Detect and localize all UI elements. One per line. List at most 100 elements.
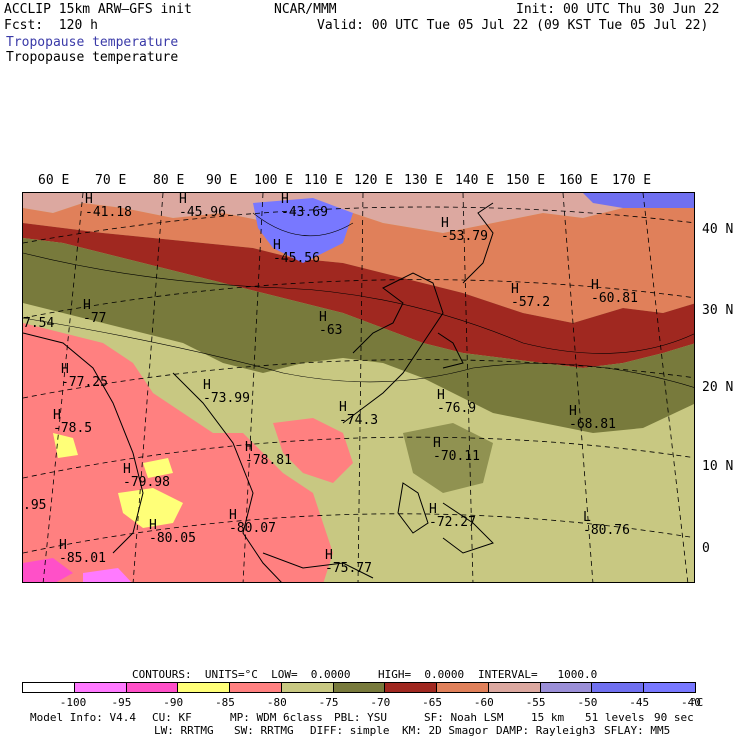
lon-label: 150 E [506, 173, 546, 188]
extremum-label: H -45.96 [179, 192, 226, 220]
band-45 [253, 198, 353, 263]
model-title: ACCLIP 15km ARW–GFS init [4, 2, 192, 17]
colorbar-swatch [332, 682, 386, 693]
colorbar-label: -60 [473, 696, 494, 709]
extremum-label: H -78.5 [53, 408, 93, 436]
coastlines [23, 202, 494, 582]
organization: NCAR/MMM [274, 2, 337, 17]
lon-label: 170 E [612, 173, 652, 188]
lat-label: 0 [702, 541, 710, 556]
resolution: 15 km [531, 711, 565, 724]
colorbar-swatch [643, 682, 696, 693]
colorbar-label: -45 [629, 696, 650, 709]
colorbar-label: -90 [163, 696, 184, 709]
extremum-label: H -68.81 [569, 404, 616, 432]
extremum-label: H -60.81 [591, 278, 638, 306]
colorbar-label: -65 [422, 696, 443, 709]
extremum-label: .95 [23, 498, 47, 513]
contour-high: HIGH= 0.0000 [378, 668, 465, 681]
colorbar-label: -100 [59, 696, 87, 709]
extremum-label: H -63 [319, 310, 343, 338]
colorbar-swatch [539, 682, 593, 693]
colorbar-label: -95 [111, 696, 132, 709]
sf-scheme: SF: Noah LSM [424, 711, 504, 724]
extremum-label: H -80.05 [149, 518, 196, 546]
band-85-b [53, 433, 78, 458]
extremum-label: H -41.18 [85, 192, 132, 220]
lon-label: 70 E [95, 173, 127, 188]
extremum-label: H -72.27 [429, 502, 476, 530]
levels: 51 levels [585, 711, 645, 724]
colorbar-swatch [73, 682, 127, 693]
lon-label: 160 E [559, 173, 599, 188]
colorbar-label: -85 [215, 696, 235, 709]
colorbar-label: -75 [318, 696, 339, 709]
colorbar-label: -50 [577, 696, 598, 709]
extremum-label: H -53.79 [441, 216, 488, 244]
colorbar-swatch [229, 682, 282, 693]
extremum-label: H -76.9 [437, 388, 477, 416]
sw-scheme: SW: RRTMG [234, 724, 294, 737]
sflay-scheme: SFLAY: MM5 [604, 724, 671, 737]
band-60 [23, 203, 694, 323]
lon-label: 130 E [404, 173, 444, 188]
extremum-label: H -75.77 [325, 548, 372, 576]
field-title-1: Tropopause temperature [6, 35, 179, 50]
colorbar-swatch [280, 682, 334, 693]
colorbar-swatch [591, 682, 645, 693]
lat-label: 30 N [702, 303, 734, 318]
cu-scheme: CU: KF [152, 711, 192, 724]
lon-label: 60 E [38, 173, 70, 188]
band-80-mid [273, 418, 353, 483]
model-info: Model Info: V4.4 [30, 711, 136, 724]
colorbar-label: -80 [266, 696, 287, 709]
lon-label: 100 E [254, 173, 294, 188]
extremum-label: H -73.99 [203, 378, 250, 406]
band-85-c [143, 458, 173, 478]
timestep: 90 sec [654, 711, 694, 724]
lon-label: 80 E [153, 173, 185, 188]
mp-scheme: MP: WDM 6class [230, 711, 323, 724]
extremum-label: H -80.07 [229, 508, 276, 536]
temperature-map[interactable]: H -41.18 H -45.96 H -43.69 H -45.56 H -53.79 … [22, 192, 695, 583]
extremum-label: H -77.25 [61, 362, 108, 390]
extremum-label: H -57.2 [511, 282, 551, 310]
map-field-svg [23, 193, 694, 582]
valid-time: Valid: 00 UTC Tue 05 Jul 22 (09 KST Tue … [317, 18, 709, 33]
extremum-label: H -45.56 [273, 238, 320, 266]
colorbar-swatch [22, 682, 75, 693]
colorbar-swatch [125, 682, 179, 693]
band-55 [23, 193, 694, 233]
colorbar-swatch [487, 682, 541, 693]
colorbar-swatch [177, 682, 231, 693]
extremum-label: H -77 [83, 298, 107, 326]
colorbar-swatch [436, 682, 489, 693]
lw-scheme: LW: RRTMG [154, 724, 214, 737]
extremum-label: H -70.11 [433, 436, 480, 464]
diff-scheme: DIFF: simple [310, 724, 390, 737]
lon-label: 120 E [354, 173, 394, 188]
colorbar-unit: °C [690, 696, 704, 709]
band-85-a [118, 488, 183, 528]
extremum-label: H -79.98 [123, 462, 170, 490]
lon-label: 90 E [206, 173, 238, 188]
init-time: Init: 00 UTC Thu 30 Jun 22 [516, 2, 720, 17]
band-40 [583, 193, 694, 208]
lon-label: 140 E [455, 173, 495, 188]
lat-label: 40 N [702, 222, 734, 237]
extremum-label: 7.54 [23, 316, 55, 331]
field-title-2: Tropopause temperature [6, 50, 179, 65]
band-95 [83, 568, 132, 582]
band-70 [23, 238, 694, 433]
lat-label: 20 N [702, 380, 734, 395]
lon-label: 110 E [304, 173, 344, 188]
colorbar-label: -70 [370, 696, 391, 709]
extremum-label: L -80.76 [583, 510, 630, 538]
extremum-label: H -85.01 [59, 538, 106, 566]
colorbar-label: -40 [681, 696, 701, 709]
contour-info: CONTOURS: UNITS=°C LOW= 0.0000 [132, 668, 351, 681]
forecast-hour: Fcst: 120 h [4, 18, 98, 33]
extremum-label: H -74.3 [339, 400, 379, 428]
km-scheme: KM: 2D Smagor [402, 724, 489, 737]
colorbar-swatch [384, 682, 438, 693]
